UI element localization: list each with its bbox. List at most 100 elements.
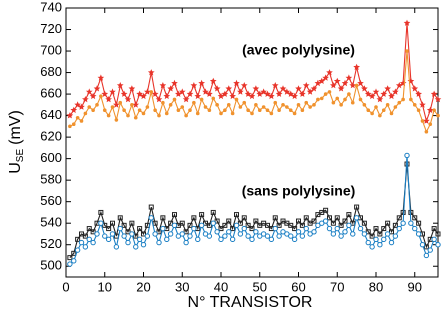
square-marker: [237, 220, 243, 226]
dot-marker: [316, 97, 320, 102]
circle-marker: [78, 239, 85, 246]
circle-marker: [67, 261, 73, 267]
circle-marker: [86, 236, 92, 243]
dot-marker: [381, 108, 386, 113]
star-marker: [113, 101, 120, 108]
circle-marker: [276, 233, 282, 239]
circle-marker: [361, 231, 368, 237]
circle-marker: [288, 233, 294, 239]
circle-marker: [303, 225, 309, 232]
star-marker: [411, 85, 419, 92]
star-marker: [275, 90, 283, 97]
star-marker: [140, 92, 147, 100]
square-marker: [110, 220, 115, 226]
circle-marker: [206, 233, 213, 239]
x-tick-label: 0: [62, 279, 69, 294]
dot-marker: [230, 111, 235, 116]
circle-marker: [237, 231, 244, 237]
square-marker: [226, 218, 232, 224]
series: [67, 152, 441, 267]
circle-marker: [415, 231, 422, 237]
square-marker: [311, 218, 317, 224]
star-marker: [302, 82, 310, 89]
star-marker: [403, 19, 411, 26]
square-marker: [137, 226, 143, 232]
circle-marker: [136, 236, 143, 243]
y-tick-label: 620: [40, 129, 62, 144]
square-marker: [392, 222, 398, 228]
square-marker: [431, 226, 437, 232]
dot-marker: [308, 105, 312, 109]
star-marker: [244, 90, 252, 97]
square-marker: [241, 215, 247, 221]
star-marker: [260, 88, 267, 95]
star-marker: [217, 92, 225, 100]
y-tick-label: 660: [40, 86, 62, 101]
square-marker: [230, 226, 236, 232]
star-marker: [357, 79, 364, 87]
square-marker: [234, 212, 239, 218]
x-tick-label: 30: [175, 279, 189, 294]
square-marker: [156, 229, 162, 235]
square-marker: [342, 218, 348, 224]
dot-marker: [130, 103, 134, 107]
square-marker: [354, 204, 360, 210]
x-tick-label: 40: [214, 279, 228, 294]
square-marker: [206, 222, 212, 228]
series: [66, 19, 442, 124]
dot-marker: [385, 103, 390, 107]
dot-marker: [246, 108, 250, 113]
star-marker: [299, 90, 306, 97]
circle-marker: [133, 244, 139, 250]
circle-marker: [388, 239, 395, 246]
y-tick-label: 520: [40, 236, 62, 251]
circle-marker: [408, 220, 414, 226]
dot-marker: [203, 105, 208, 109]
square-marker: [334, 215, 340, 221]
star-marker: [306, 88, 314, 95]
dot-marker: [234, 97, 239, 102]
circle-marker: [102, 233, 108, 239]
circle-marker: [322, 218, 329, 224]
circle-marker: [419, 242, 426, 248]
annotation: (avec polylysine): [242, 42, 355, 58]
star-marker: [337, 85, 345, 92]
square-marker: [412, 215, 418, 221]
square-marker: [179, 220, 185, 226]
circle-marker: [121, 233, 127, 239]
y-label-text: USE(mV): [7, 110, 25, 174]
circle-marker: [400, 220, 406, 226]
y-tick-label: 580: [40, 172, 62, 187]
y-tick-label: 680: [40, 64, 62, 79]
dot-marker: [133, 115, 138, 120]
x-tick-label: 10: [98, 279, 112, 294]
dot-marker: [172, 97, 177, 102]
square-marker: [183, 229, 189, 235]
dot-marker: [424, 129, 429, 134]
star-marker: [256, 90, 264, 97]
dot-marker: [358, 97, 363, 102]
circle-marker: [268, 236, 275, 243]
dot-marker: [370, 111, 374, 116]
circle-marker: [140, 242, 147, 248]
square-marker: [210, 209, 216, 215]
dot-marker: [389, 111, 394, 116]
square-marker: [276, 222, 282, 228]
circle-marker: [342, 229, 348, 235]
circle-marker: [98, 220, 104, 226]
dot-marker: [68, 124, 72, 129]
series-line: [69, 155, 439, 265]
circle-marker: [365, 239, 371, 246]
square-marker: [117, 215, 123, 221]
square-marker: [191, 215, 197, 221]
circle-marker: [226, 229, 232, 235]
circle-marker: [264, 233, 271, 239]
star-marker: [380, 90, 388, 97]
circle-marker: [381, 236, 387, 243]
dot-marker: [319, 96, 324, 101]
dot-marker: [161, 100, 165, 105]
star-marker: [426, 106, 434, 114]
square-marker: [423, 244, 429, 250]
dot-marker: [126, 113, 130, 118]
square-marker: [296, 218, 301, 224]
